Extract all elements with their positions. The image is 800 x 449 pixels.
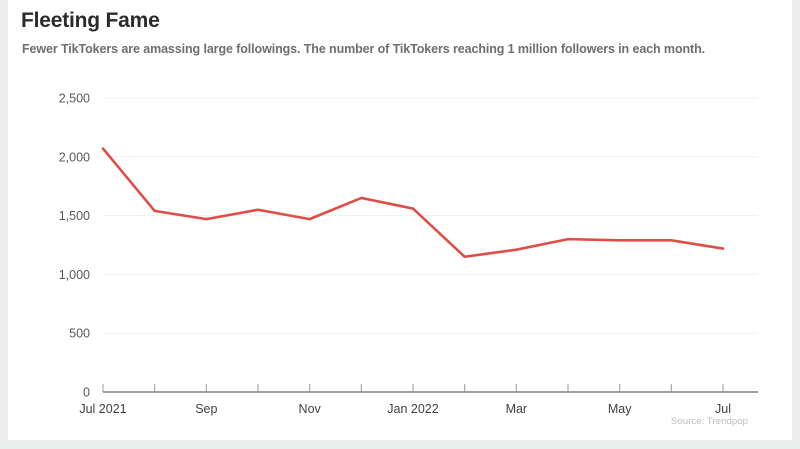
x-axis-tick-label: Jul	[715, 402, 731, 416]
y-axis-tick-label: 2,000	[59, 150, 90, 164]
grid-lines	[103, 97, 758, 334]
x-axis-tick-label: Mar	[506, 402, 528, 416]
y-axis-tick-labels: 0 500 1,000 1,500 2,000 2,500	[59, 92, 90, 400]
chart-subtitle: Fewer TikTokers are amassing large follo…	[22, 42, 705, 56]
x-axis-tick-marks	[102, 384, 724, 392]
page-title: Fleeting Fame	[21, 9, 160, 32]
x-axis-tick-label: Jul 2021	[79, 402, 126, 416]
y-axis-tick-label: 2,500	[59, 92, 90, 106]
y-axis-tick-label: 1,500	[59, 209, 90, 223]
series-line-tiktokers	[101, 147, 725, 259]
line-chart: 0 500 1,000 1,500 2,000 2,500 Jul 2021 Sep Nov J…	[8, 0, 792, 440]
x-axis-tick-labels: Jul 2021 Sep Nov Jan 2022 Mar May Jul	[79, 402, 731, 416]
y-axis-tick-label: 500	[69, 327, 90, 341]
data-series-line	[101, 147, 725, 259]
chart-card: Fleeting Fame Fewer TikTokers are amassi…	[8, 0, 792, 440]
source-attribution: Source: Trendpop	[670, 416, 748, 427]
x-axis-tick-label: Jan 2022	[387, 402, 438, 416]
y-axis-tick-label: 0	[83, 386, 90, 400]
x-axis-tick-label: May	[608, 402, 632, 416]
x-axis-tick-label: Sep	[195, 402, 217, 416]
x-axis-tick-label: Nov	[299, 402, 322, 416]
y-axis-tick-label: 1,000	[59, 268, 90, 282]
